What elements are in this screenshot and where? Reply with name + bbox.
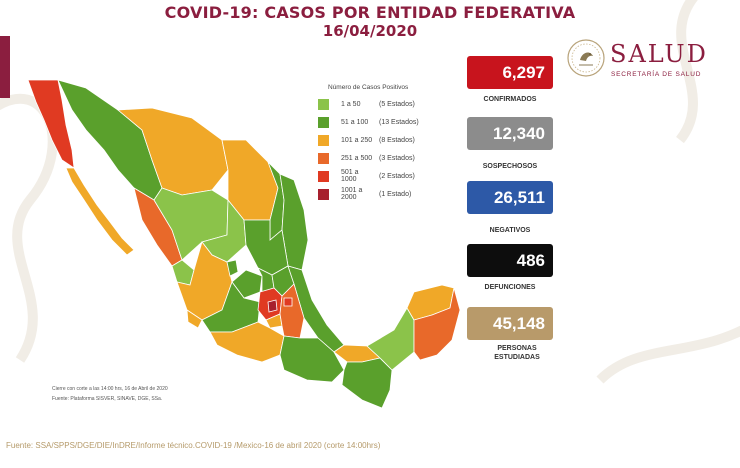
stat-label: CONFIRMADOS — [483, 96, 537, 103]
legend-item: 501 a 1000 (2 Estados) — [318, 167, 419, 185]
brand-name: SALUD — [610, 40, 708, 68]
mexico-coat-of-arms-icon — [567, 39, 605, 77]
stat-label: NEGATIVOS — [489, 227, 531, 234]
legend-count: (3 Estados) — [379, 154, 415, 162]
stat-value: 45,148 — [467, 307, 553, 340]
state-aguascalientes — [226, 259, 239, 277]
legend-swatch — [318, 134, 329, 146]
state-oaxaca — [279, 335, 345, 383]
state-colima — [186, 309, 203, 329]
accent-bar — [0, 36, 10, 98]
stat-confirmados: 6,297 CONFIRMADOS — [467, 56, 553, 104]
legend-swatch — [318, 116, 329, 128]
legend-swatch — [318, 98, 329, 110]
legend-range: 51 a 100 — [341, 118, 369, 126]
state-cdmx — [267, 299, 278, 313]
legend-item: 1 a 50 (5 Estados) — [318, 95, 419, 113]
legend-count: (13 Estados) — [379, 118, 419, 126]
legend-item: 101 a 250 (8 Estados) — [318, 131, 419, 149]
state-tlaxcala — [283, 297, 293, 307]
platform-note: Fuente: Plataforma SISVER, SINAVE, DGE, … — [52, 396, 163, 402]
stat-label: SOSPECHOSOS — [482, 163, 538, 170]
legend-title: Número de Casos Positivos — [328, 84, 409, 91]
page-title: COVID-19: CASOS POR ENTIDAD FEDERATIVA — [164, 3, 576, 22]
legend-swatch — [318, 188, 329, 200]
mexico-map — [27, 79, 461, 409]
stat-value: 26,511 — [467, 181, 553, 214]
cutoff-note: Cierre con corte a las 14:00 hrs, 16 de … — [52, 386, 168, 392]
legend-item: 51 a 100 (13 Estados) — [318, 113, 419, 131]
legend-count: (2 Estados) — [379, 172, 415, 180]
legend-swatch — [318, 170, 329, 182]
state-quintana-roo — [413, 287, 461, 361]
state-puebla — [279, 283, 305, 339]
state-chiapas — [341, 357, 393, 409]
state-baja-california-sur — [65, 167, 135, 256]
legend: Número de Casos Positivos 1 a 50 (5 Esta… — [318, 84, 419, 203]
legend-range: 1 a 50 — [341, 100, 361, 108]
legend-range: 251 a 500 — [341, 154, 373, 162]
legend-range: 101 a 250 — [341, 136, 373, 144]
stat-defunciones: 486 DEFUNCIONES — [467, 244, 553, 292]
legend-swatch — [318, 152, 329, 164]
legend-range: 1001 a 2000 — [341, 187, 363, 201]
legend-count: (5 Estados) — [379, 100, 415, 108]
legend-item: 251 a 500 (3 Estados) — [318, 149, 419, 167]
stat-sospechosos: 12,340 SOSPECHOSOS — [467, 117, 553, 171]
stat-value: 12,340 — [467, 117, 553, 150]
stat-personas-estudiadas: 45,148 PERSONAS ESTUDIADAS — [467, 307, 553, 362]
stat-label: DEFUNCIONES — [484, 284, 536, 291]
stat-label: PERSONAS ESTUDIADAS — [494, 345, 540, 361]
source-footer: Fuente: SSA/SPPS/DGE/DIE/InDRE/Informe t… — [6, 441, 381, 450]
legend-range: 501 a 1000 — [341, 169, 359, 183]
page-date: 16/04/2020 — [322, 22, 418, 40]
stat-value: 486 — [467, 244, 553, 277]
legend-count: (1 Estado) — [379, 190, 412, 198]
stat-value: 6,297 — [467, 56, 553, 89]
legend-count: (8 Estados) — [379, 136, 415, 144]
brand-subtitle: SECRETARÍA DE SALUD — [611, 71, 702, 78]
stat-negativos: 26,511 NEGATIVOS — [467, 181, 553, 235]
legend-item: 1001 a 2000 (1 Estado) — [318, 185, 419, 203]
